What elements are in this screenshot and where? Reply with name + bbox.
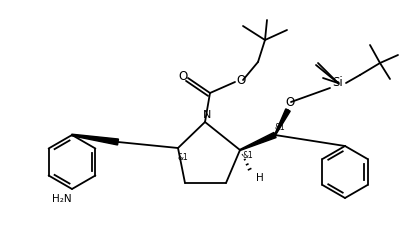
Text: Si: Si xyxy=(332,77,343,89)
Text: &1: &1 xyxy=(178,154,188,162)
Text: H₂N: H₂N xyxy=(52,194,72,204)
Text: &1: &1 xyxy=(243,150,253,160)
Polygon shape xyxy=(275,109,290,135)
Text: H: H xyxy=(256,173,264,183)
Text: O: O xyxy=(236,74,246,88)
Polygon shape xyxy=(72,134,118,145)
Text: &1: &1 xyxy=(275,123,285,132)
Text: O: O xyxy=(179,70,187,84)
Polygon shape xyxy=(240,132,276,150)
Text: N: N xyxy=(203,110,211,120)
Text: O: O xyxy=(285,96,295,110)
